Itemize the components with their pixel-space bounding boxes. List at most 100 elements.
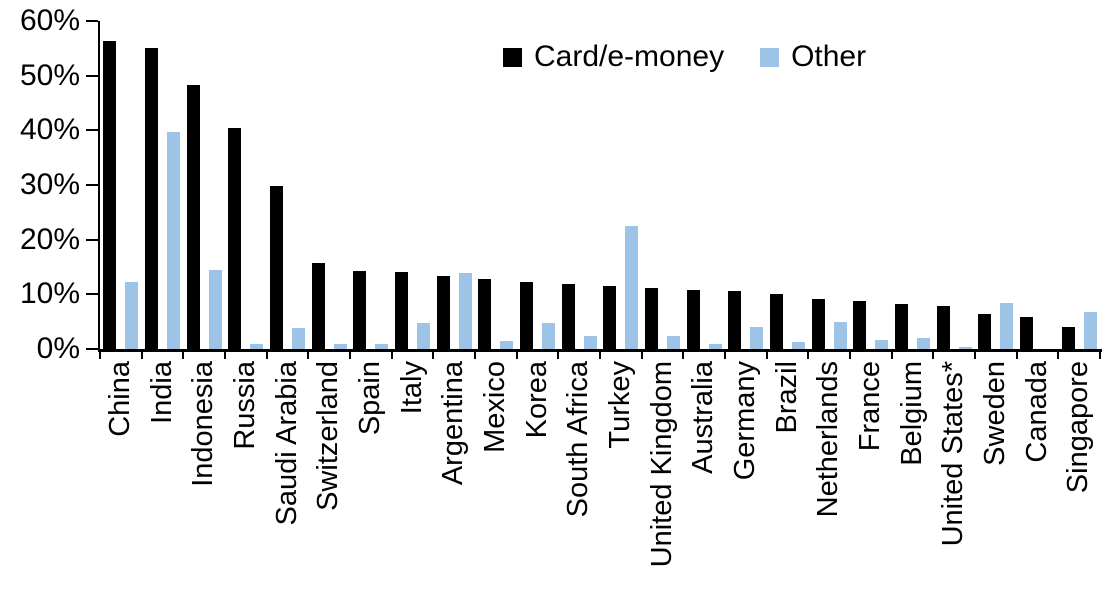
category-label: Korea [520,361,553,439]
category-group-india [142,21,184,349]
category-label-slot: Russia [225,361,267,567]
bar-card-emoney [978,313,992,349]
category-label-slot: South Africa [558,361,600,567]
category-tick [182,352,185,359]
category-group-italy [392,21,434,349]
bar-other [750,327,764,349]
category-label-slot: Brazil [767,361,809,567]
bar-other [708,343,722,349]
bar-card-emoney [353,270,367,349]
y-tick-label: 40% [19,113,80,147]
category-tick [974,352,976,359]
category-label: Italy [395,361,428,415]
category-label-slot: United States* [933,361,975,567]
category-label-slot: Argentina [433,361,475,567]
bar-other [792,342,806,349]
category-tick [349,352,351,359]
category-label-slot: Spain [350,361,392,567]
bar-other [375,343,389,349]
category-label: Saudi Arabia [270,361,303,526]
bar-other [667,335,681,349]
category-label: Argentina [437,361,470,486]
card-emoney-swatch-icon [503,47,522,67]
bar-card-emoney [728,290,742,349]
y-tick-label: 0% [36,332,80,365]
category-label: Sweden [979,361,1011,466]
category-label-slot: Saudi Arabia [267,361,309,567]
category-label: Mexico [478,361,511,453]
category-label: Turkey [603,361,636,449]
y-tick-label: 30% [19,168,80,201]
bar-card-emoney [145,47,158,349]
legend: Card/e-money Other [503,42,866,72]
category-group-singapore [1058,21,1100,349]
bar-card-emoney [311,263,325,349]
category-tick [1099,352,1101,359]
category-group-united-kingdom [642,21,684,349]
category-tick [140,352,143,359]
category-group-australia [683,21,725,349]
bar-card-emoney [395,271,409,349]
category-label: Germany [728,361,761,481]
category-tick [515,352,518,359]
legend-item-other: Other [760,42,866,72]
category-tick [390,352,393,359]
category-label: Australia [687,361,720,474]
category-group-sweden [975,21,1017,349]
bar-card-emoney [853,301,867,349]
category-label: China [103,361,136,437]
bar-other [208,269,222,349]
category-tick [1057,352,1060,359]
bar-card-emoney [895,304,909,349]
bar-other [958,346,972,349]
category-label: Indonesia [187,361,220,487]
bar-other [833,321,847,349]
category-group-mexico [475,21,517,349]
category-tick [1015,352,1018,359]
y-tick [86,348,98,350]
category-group-netherlands [808,21,850,349]
category-label-slot: Belgium [892,361,934,567]
legend-label-card-emoney: Card/e-money [534,40,725,73]
bar-card-emoney [186,85,200,349]
bar-other [1083,311,1097,349]
category-tick [682,352,685,359]
category-group-canada [1017,21,1059,349]
bar-card-emoney [478,278,492,349]
category-label: Singapore [1062,361,1095,494]
category-group-belgium [892,21,934,349]
other-swatch-icon [760,47,780,67]
category-label: Switzerland [312,361,345,511]
category-label-slot: Italy [392,361,434,567]
bar-other [250,343,264,349]
y-tick [86,238,98,241]
bar-card-emoney [436,275,450,349]
category-group-south-africa [558,21,600,349]
category-group-korea [517,21,559,349]
category-label-slot: Canada [1017,361,1059,567]
category-tick [474,352,476,359]
category-label: South Africa [562,361,595,518]
category-group-china [100,21,142,349]
category-group-united-states- [933,21,975,349]
category-tick [557,352,560,359]
y-tick-label: 50% [19,58,80,92]
category-tick [599,352,601,359]
category-label: Russia [228,361,261,450]
category-label: France [853,361,886,452]
category-label-slot: Switzerland [308,361,350,567]
category-label-slot: France [850,361,892,567]
legend-item-card-emoney: Card/e-money [503,42,724,72]
bar-card-emoney [520,282,534,349]
category-tick [890,352,893,359]
category-group-france [850,21,892,349]
category-label: Canada [1020,361,1053,463]
category-label: Netherlands [812,361,845,518]
category-label-slot: Australia [683,361,725,567]
category-group-germany [725,21,767,349]
category-labels: China India Indonesia Russia Saudi Arabia Swi… [100,361,1100,567]
category-group-turkey [600,21,642,349]
bar-card-emoney [936,305,950,349]
y-tick-label: 10% [19,277,80,311]
